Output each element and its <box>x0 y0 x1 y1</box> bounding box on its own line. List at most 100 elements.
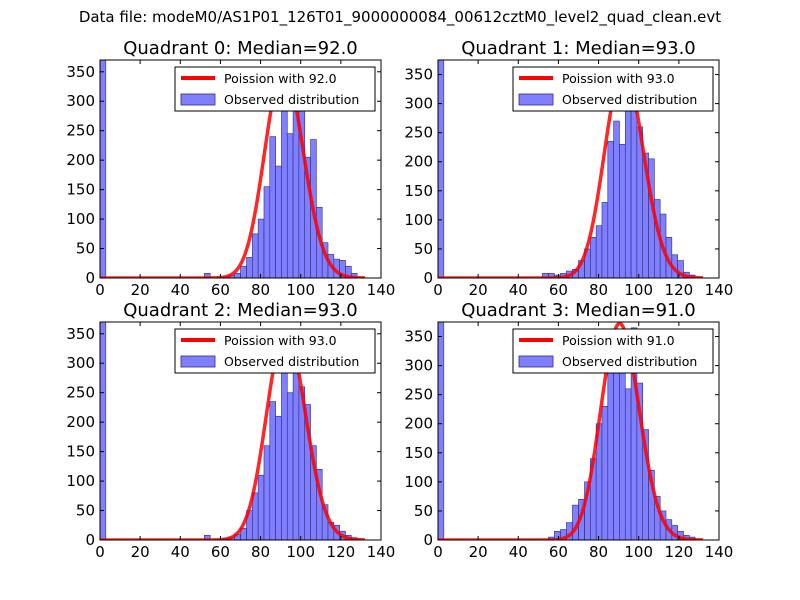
x-tick-label: 20 <box>131 543 150 561</box>
y-tick-label: 350 <box>66 63 95 81</box>
y-tick-label: 0 <box>423 531 433 549</box>
legend-bar-swatch <box>518 355 554 368</box>
chart-panel-3: 0 20 40 60 80 100 120 140 0 50 100 150 200 250 300 350 Q… <box>404 300 733 561</box>
legend-line-label: Poission with 93.0 <box>562 71 675 86</box>
histogram-bar <box>275 165 282 278</box>
chart-title: Quadrant 2: Median=93.0 <box>123 300 358 321</box>
x-tick-label: 140 <box>367 281 396 299</box>
y-tick-label: 300 <box>404 95 433 113</box>
y-tick-label: 50 <box>76 240 95 258</box>
x-tick-label: 80 <box>589 543 608 561</box>
y-tick-label: 150 <box>404 444 433 462</box>
histogram-bar <box>281 354 288 540</box>
histogram-bars <box>438 322 696 540</box>
x-tick-label: 120 <box>665 281 694 299</box>
y-tick-label: 250 <box>404 386 433 404</box>
x-tick-label: 120 <box>665 543 694 561</box>
y-tick-label: 300 <box>66 354 95 372</box>
x-tick-label: 60 <box>549 281 568 299</box>
histogram-bar <box>595 225 603 278</box>
x-tick-label: 100 <box>624 281 653 299</box>
y-tick-label: 250 <box>404 124 433 142</box>
y-tick-label: 100 <box>66 472 95 490</box>
y-tick-label: 150 <box>66 443 95 461</box>
x-tick-label: 0 <box>433 281 443 299</box>
y-tick-label: 100 <box>66 210 95 228</box>
y-tick-label: 350 <box>66 325 95 343</box>
chart-title: Quadrant 3: Median=91.0 <box>461 300 696 321</box>
histogram-bar <box>601 405 609 540</box>
x-tick-label: 100 <box>286 281 315 299</box>
poisson-curve <box>438 66 704 278</box>
x-tick-label: 80 <box>589 281 608 299</box>
histogram-bar <box>438 60 445 278</box>
y-tick-label: 50 <box>414 502 433 520</box>
legend-bar-swatch <box>180 93 216 106</box>
axes-frame <box>99 59 382 279</box>
histogram-bar <box>263 445 271 540</box>
x-tick-label: 20 <box>469 281 488 299</box>
y-tick-label: 250 <box>66 384 95 402</box>
legend-line-label: Poission with 92.0 <box>224 71 337 86</box>
y-tick-label: 50 <box>76 502 95 520</box>
y-tick-label: 0 <box>85 531 95 549</box>
y-tick-label: 200 <box>66 151 95 169</box>
x-tick-label: 40 <box>171 543 190 561</box>
x-tick-label: 60 <box>211 281 230 299</box>
x-tick-label: 120 <box>327 281 356 299</box>
legend-bar-swatch <box>518 93 554 106</box>
chart-title: Quadrant 0: Median=92.0 <box>123 38 358 59</box>
histogram-bar <box>286 392 294 540</box>
legend-bar-label: Observed distribution <box>562 354 697 369</box>
histogram-bar <box>234 272 241 278</box>
y-tick-label: 300 <box>66 92 95 110</box>
x-tick-label: 120 <box>327 543 356 561</box>
histogram-bar <box>204 272 211 278</box>
x-tick-label: 0 <box>95 543 105 561</box>
chart-panel-2: 0 20 40 60 80 100 120 140 0 50 100 150 200 250 300 350 Q… <box>66 300 395 561</box>
histogram-bar <box>252 233 259 278</box>
y-tick-label: 350 <box>404 66 433 84</box>
y-tick-label: 0 <box>423 269 433 287</box>
y-tick-label: 0 <box>85 269 95 287</box>
histogram-bar <box>100 322 107 540</box>
x-tick-label: 20 <box>131 281 150 299</box>
legend-bar-label: Observed distribution <box>224 92 359 107</box>
y-tick-label: 300 <box>404 357 433 375</box>
y-tick-label: 200 <box>66 413 95 431</box>
poisson-curve <box>100 328 366 540</box>
y-tick-label: 150 <box>404 182 433 200</box>
histogram-bar <box>257 474 265 540</box>
histogram-bars <box>100 60 358 278</box>
histogram-bar <box>269 401 276 540</box>
histogram-bar <box>263 186 271 278</box>
poisson-curve <box>100 66 366 278</box>
x-tick-label: 0 <box>433 543 443 561</box>
x-tick-label: 80 <box>251 281 270 299</box>
y-tick-label: 100 <box>404 473 433 491</box>
legend-bar-swatch <box>180 355 216 368</box>
chart-panel-1: 0 20 40 60 80 100 120 140 0 50 100 150 200 250 300 350 Q… <box>404 38 733 299</box>
histogram-bar <box>624 85 632 278</box>
x-tick-label: 40 <box>509 543 528 561</box>
histogram-bar <box>246 257 253 278</box>
y-tick-label: 200 <box>404 153 433 171</box>
histogram-bar <box>601 202 609 278</box>
axes-frame <box>437 321 720 541</box>
histogram-bar <box>286 133 294 278</box>
x-tick-label: 140 <box>705 543 734 561</box>
histogram-bar <box>204 534 211 540</box>
chart-panel-0: 0 20 40 60 80 100 120 140 0 50 100 150 200 250 300 350 Q… <box>66 38 395 299</box>
histogram-bar <box>281 100 288 278</box>
y-tick-label: 250 <box>66 122 95 140</box>
y-tick-label: 350 <box>404 328 433 346</box>
figure-title: Data file: modeM0/AS1P01_126T01_90000000… <box>78 8 722 26</box>
x-tick-label: 140 <box>705 281 734 299</box>
x-tick-label: 80 <box>251 543 270 561</box>
axes-frame <box>437 59 720 279</box>
x-tick-label: 0 <box>95 281 105 299</box>
histogram-bar <box>619 143 626 278</box>
chart-title: Quadrant 1: Median=93.0 <box>461 38 696 59</box>
